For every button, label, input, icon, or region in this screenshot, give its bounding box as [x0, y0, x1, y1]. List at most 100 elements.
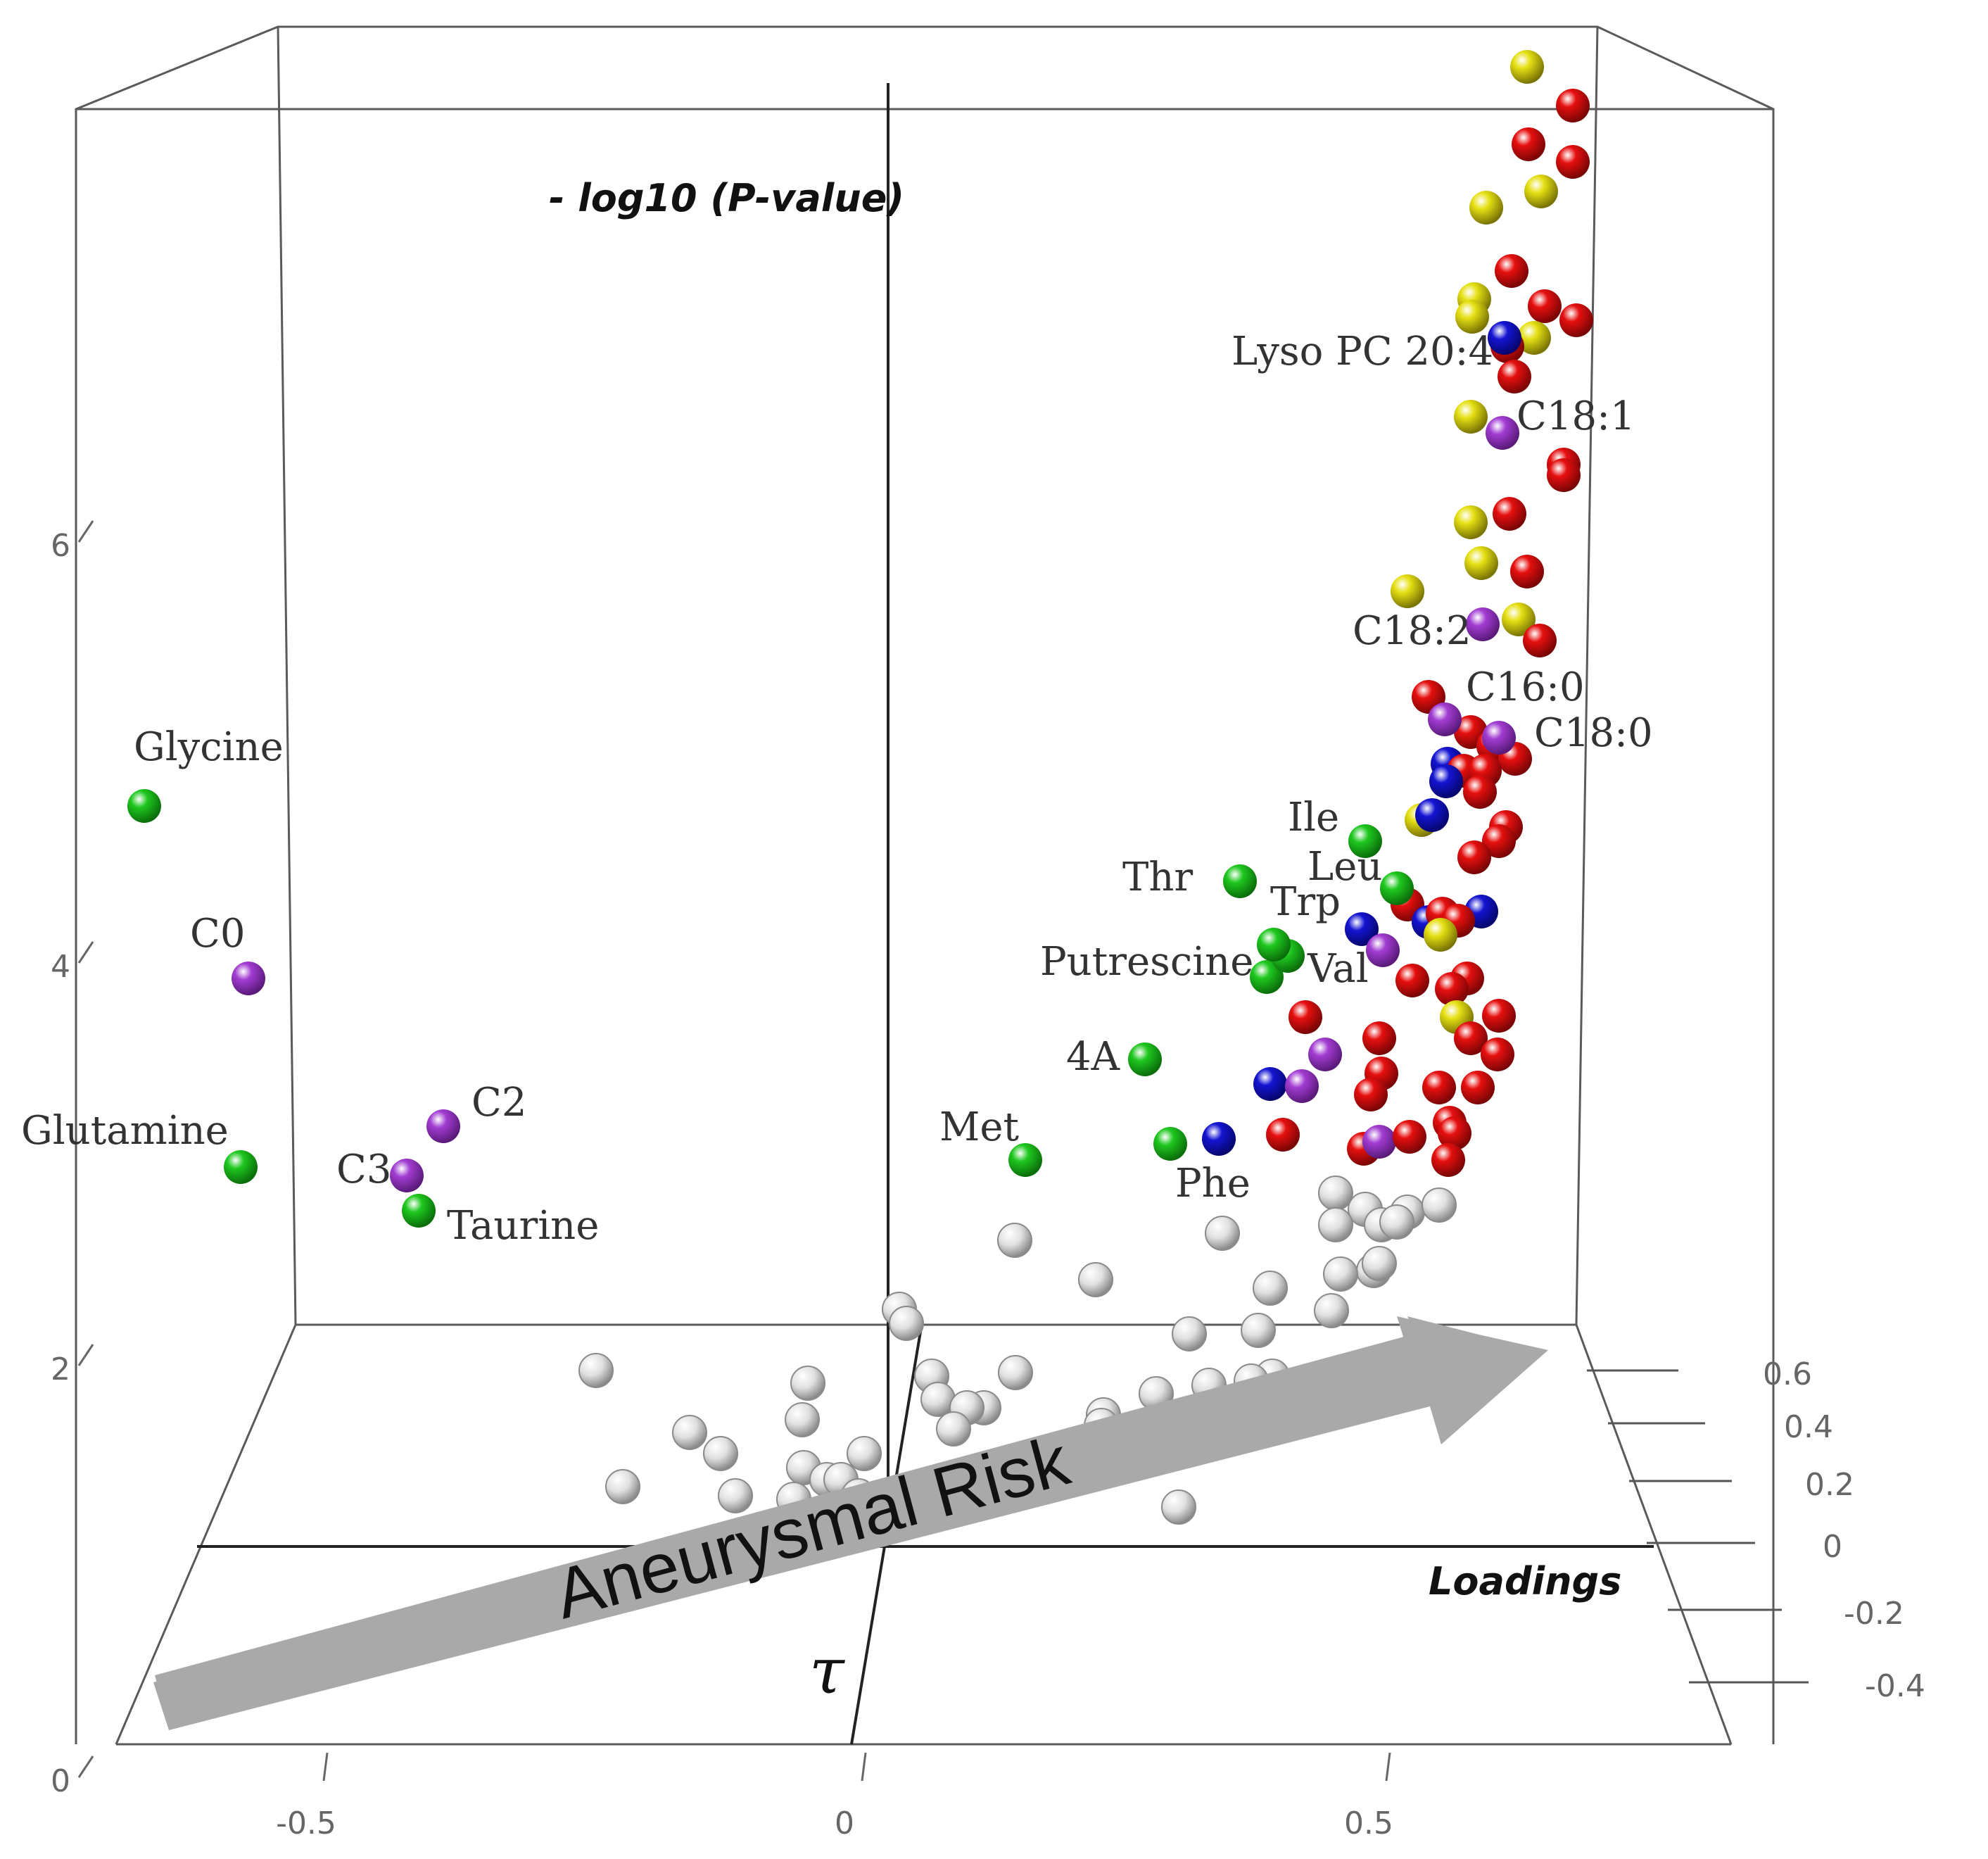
point-label-phe: Phe — [1175, 1161, 1251, 1206]
data-point — [1241, 1313, 1276, 1348]
data-point-c0 — [232, 962, 265, 995]
data-point — [1457, 840, 1491, 874]
data-point-4a — [1128, 1042, 1162, 1076]
point-label-glycine: Glycine — [134, 724, 284, 770]
data-point — [1517, 321, 1551, 355]
z-tick-mark — [77, 520, 94, 543]
data-point — [1362, 1246, 1397, 1281]
point-label-met: Met — [939, 1104, 1019, 1150]
y-tick-label: 0.2 — [1805, 1467, 1854, 1503]
point-label-val: Val — [1307, 946, 1369, 992]
data-point — [1464, 546, 1498, 580]
point-label-c0: C0 — [190, 911, 245, 957]
y-tick-label: -0.4 — [1865, 1668, 1925, 1704]
point-label-putrescine: Putrescine — [1040, 939, 1253, 985]
data-point-trp — [1257, 928, 1291, 962]
data-point — [847, 1436, 882, 1471]
data-point — [1318, 1207, 1353, 1242]
data-point — [1323, 1256, 1358, 1292]
data-point — [1482, 999, 1516, 1033]
z-tick-label: 4 — [51, 949, 70, 985]
point-label-c16-0: C16:0 — [1466, 664, 1585, 710]
data-point — [1415, 798, 1449, 832]
data-point — [1528, 289, 1562, 323]
z-tick-mark — [77, 1344, 94, 1366]
y-tick-label: 0.4 — [1784, 1409, 1833, 1445]
data-point — [1285, 1069, 1319, 1103]
data-point — [1393, 1120, 1426, 1154]
point-label-c18-2: C18:2 — [1353, 608, 1471, 654]
data-point — [1362, 1021, 1396, 1055]
data-point — [1502, 603, 1536, 636]
point-label-c2: C2 — [471, 1080, 526, 1126]
z-axis-title: - log10 (P-value) — [549, 176, 904, 220]
data-point — [997, 1223, 1032, 1258]
z-tick-mark — [77, 941, 94, 964]
data-point-thr — [1223, 864, 1257, 898]
data-point — [578, 1353, 614, 1388]
data-point — [1362, 1125, 1396, 1159]
data-point — [998, 1355, 1033, 1390]
data-point-putrescine — [1250, 960, 1284, 994]
x-axis-title: τ — [809, 1634, 845, 1708]
point-label-c18-0: C18:0 — [1534, 710, 1653, 756]
data-point — [1463, 775, 1497, 809]
point-label-lyso-pc-20-4: Lyso PC 20:4 — [1232, 329, 1493, 374]
data-points — [127, 50, 1593, 1525]
data-point — [889, 1306, 924, 1341]
data-point-leu — [1380, 871, 1414, 905]
plot-box — [75, 25, 1775, 1746]
data-point — [1345, 912, 1379, 946]
data-point-met — [1008, 1143, 1042, 1177]
data-point — [1512, 127, 1545, 161]
data-point — [1253, 1067, 1287, 1101]
data-point — [1391, 574, 1424, 608]
data-point — [1498, 360, 1531, 393]
data-point — [1493, 497, 1526, 531]
data-point-c18-1 — [1486, 416, 1519, 450]
data-point — [1253, 1271, 1288, 1306]
data-point-c3 — [390, 1159, 424, 1192]
data-point — [790, 1366, 825, 1401]
x-tick-label: 0.5 — [1344, 1806, 1393, 1841]
data-point — [1469, 191, 1503, 225]
data-point — [936, 1411, 971, 1447]
data-point — [1308, 1038, 1342, 1071]
data-point — [672, 1415, 707, 1450]
data-point — [1161, 1489, 1196, 1525]
data-point — [1510, 555, 1544, 588]
data-point — [1556, 89, 1590, 122]
data-point — [1461, 1071, 1495, 1104]
aneurysmal-risk-arrow-shape — [153, 1316, 1548, 1730]
data-point-taurine — [402, 1194, 436, 1228]
data-point — [1395, 964, 1429, 997]
data-point-glutamine — [224, 1150, 258, 1184]
x-tick-label: 0 — [835, 1806, 854, 1841]
data-point — [1172, 1316, 1207, 1351]
data-point — [1379, 1204, 1414, 1240]
y-axis-title: Loadings — [1429, 1559, 1621, 1603]
x-tick-mark — [322, 1752, 329, 1782]
z-tick-label: 2 — [51, 1351, 70, 1387]
data-point-c2 — [426, 1109, 460, 1143]
point-label-ile: Ile — [1288, 795, 1339, 840]
data-point — [1354, 1078, 1388, 1111]
data-point — [1523, 624, 1557, 657]
data-point — [1455, 300, 1489, 334]
data-point — [605, 1469, 640, 1504]
point-label-glutamine: Glutamine — [21, 1108, 229, 1154]
data-point — [703, 1436, 738, 1471]
y-tick-label: -0.2 — [1844, 1596, 1904, 1632]
data-point — [1510, 50, 1544, 84]
y-tick-label: 0.6 — [1763, 1356, 1812, 1392]
x-tick-label: -0.5 — [276, 1806, 336, 1841]
data-point-c18-0 — [1482, 721, 1516, 755]
data-point-c16-0 — [1428, 702, 1462, 736]
data-point — [1495, 254, 1528, 288]
x-tick-mark — [861, 1752, 867, 1782]
data-point — [1318, 1176, 1353, 1211]
x-tick-mark — [1385, 1752, 1391, 1782]
data-point — [1205, 1216, 1240, 1251]
